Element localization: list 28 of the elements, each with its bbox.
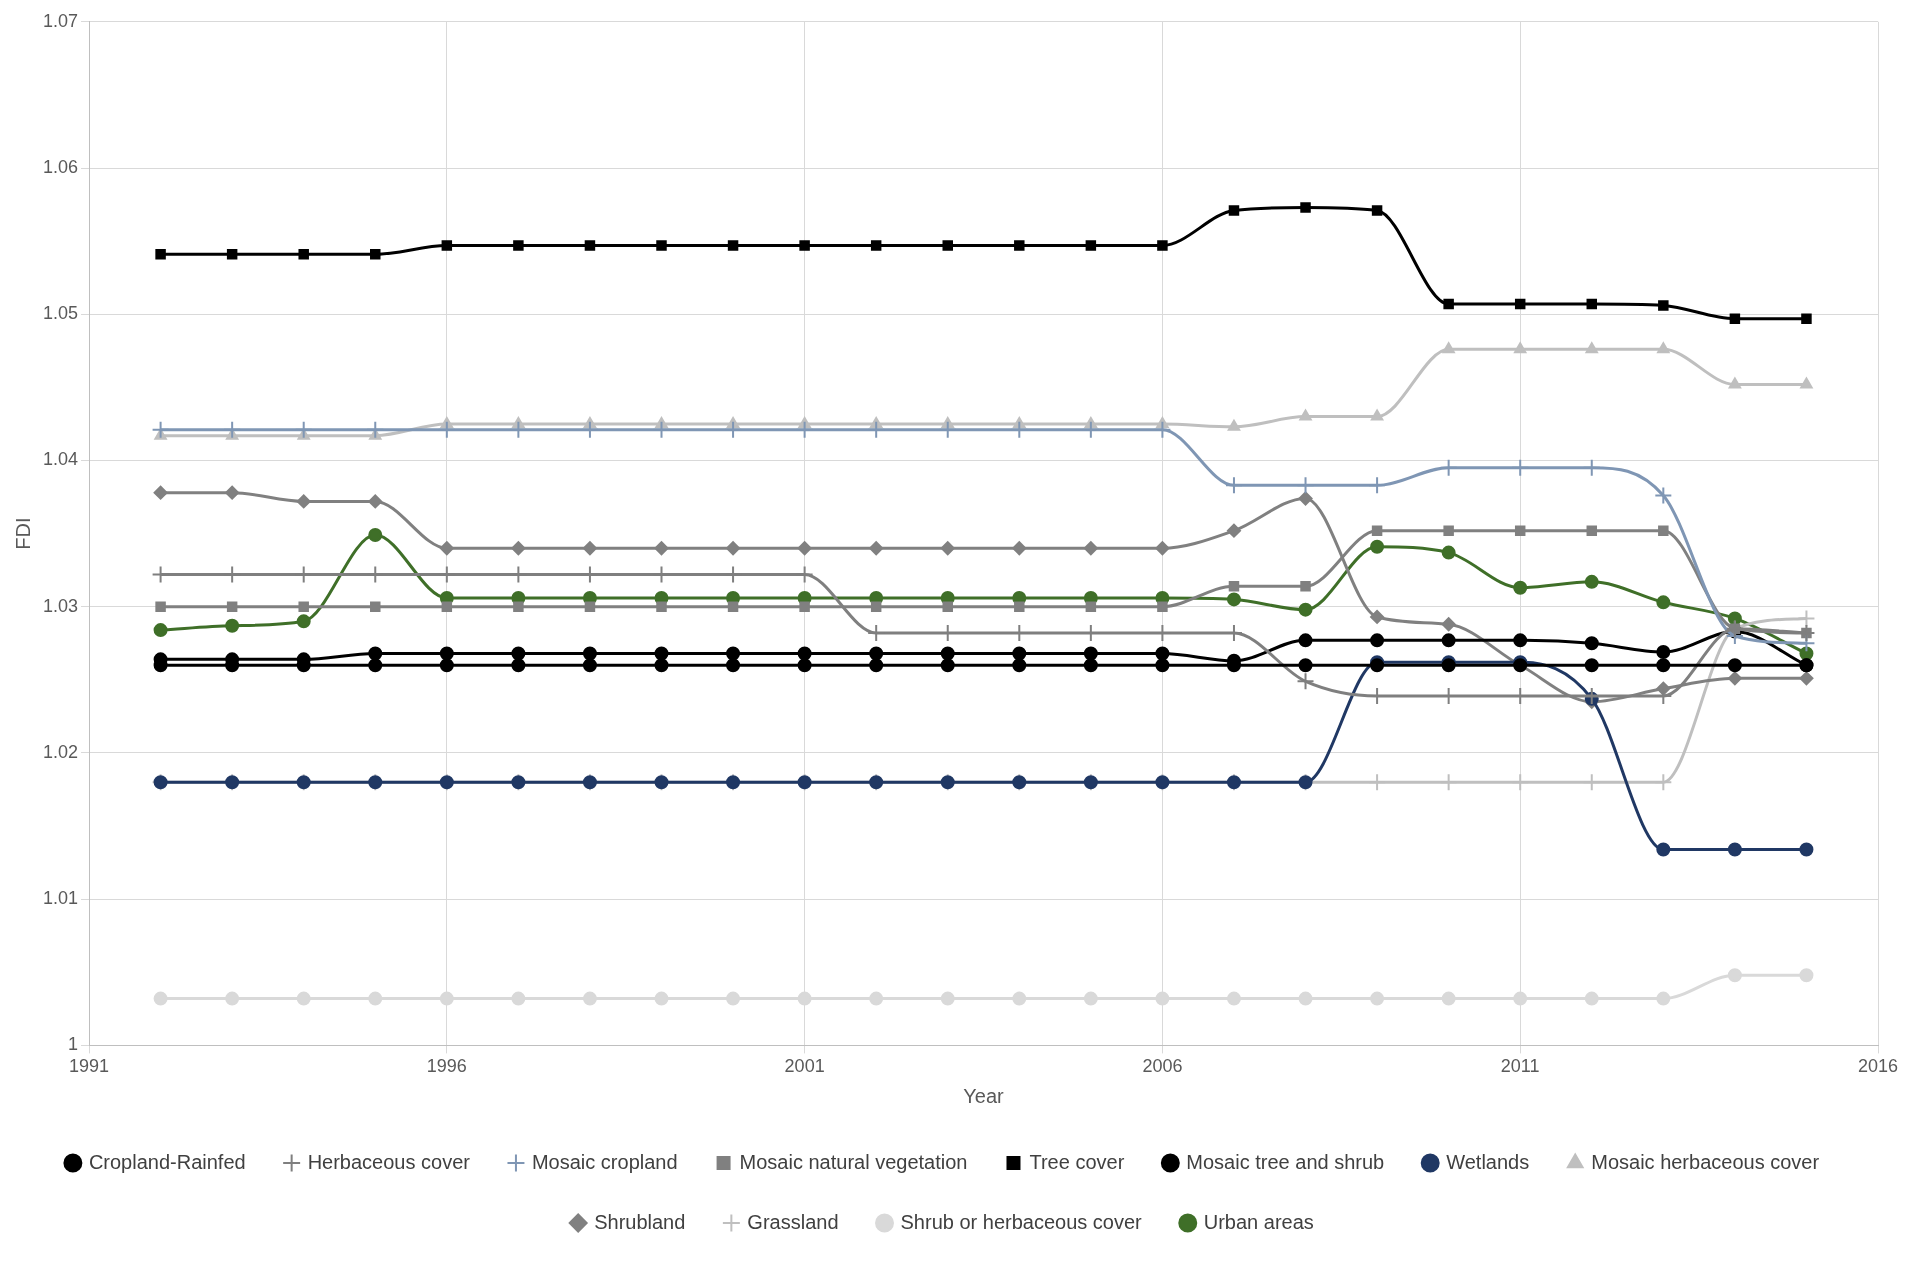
x-tick-label: 2011 <box>1500 1056 1540 1077</box>
legend-label: Urban areas <box>1203 1210 1314 1233</box>
legend-label: Mosaic cropland <box>531 1150 678 1173</box>
y-tick-label: 1.06 <box>42 157 79 177</box>
x-tick-label: 2006 <box>1142 1056 1183 1077</box>
legend-label: Mosaic herbaceous cover <box>1591 1150 1820 1173</box>
legend-label: Cropland-Rainfed <box>88 1150 246 1173</box>
y-tick-label: 1.04 <box>42 449 79 470</box>
y-tick-label: 1.01 <box>42 888 79 909</box>
legend-label: Mosaic natural vegetation <box>739 1150 968 1173</box>
y-tick-label: 1.02 <box>42 741 79 762</box>
y-axis-title: FDI <box>11 517 34 550</box>
legend-label: Mosaic tree and shrub <box>1186 1150 1385 1173</box>
y-tick-label: 1.07 <box>42 10 79 31</box>
x-axis-title: Year <box>963 1084 1005 1107</box>
legend-label: Tree cover <box>1029 1150 1125 1173</box>
x-tick-label: 1991 <box>69 1056 110 1077</box>
y-tick-label: 1 <box>68 1034 79 1055</box>
y-tick-label: 1.03 <box>42 595 79 616</box>
legend-label: Wetlands <box>1446 1150 1530 1173</box>
legend-label: Grassland <box>747 1210 839 1233</box>
x-tick-label: 2001 <box>784 1056 825 1077</box>
y-tick-label: 1.05 <box>42 303 79 324</box>
x-tick-label: 1996 <box>426 1056 467 1077</box>
legend-label: Shrub or herbaceous cover <box>900 1210 1143 1233</box>
legend-label: Shrubland <box>594 1210 686 1233</box>
legend-label: Herbaceous cover <box>307 1150 471 1173</box>
x-tick-label: 2016 <box>1857 1056 1899 1077</box>
